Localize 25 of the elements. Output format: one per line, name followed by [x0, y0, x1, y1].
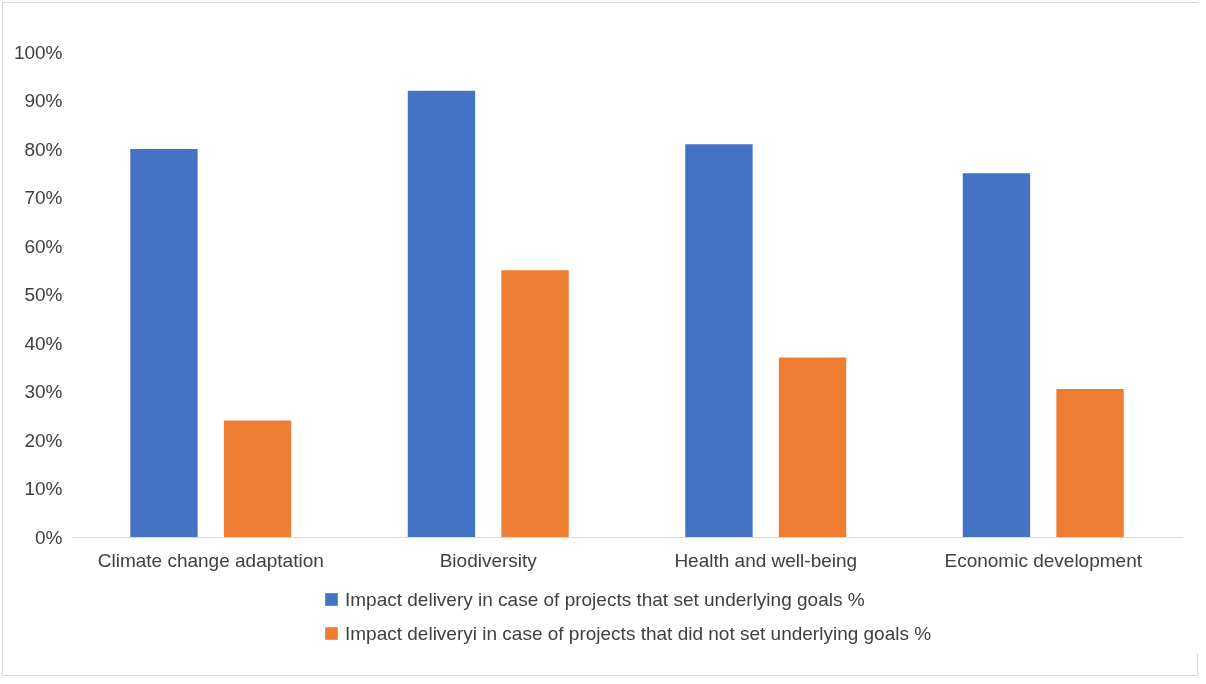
- y-tick-label: 40%: [24, 332, 63, 354]
- y-tick-label: 0%: [35, 526, 63, 548]
- y-tick-label: 60%: [24, 235, 63, 257]
- bar: [962, 173, 1031, 537]
- y-tick-label: 90%: [24, 90, 63, 111]
- x-tick-label: Biodiversity: [439, 549, 538, 571]
- y-tick-label: 100%: [13, 41, 63, 63]
- y-tick-label: 20%: [24, 429, 63, 451]
- y-tick-label: 70%: [24, 187, 63, 208]
- bar: [223, 420, 292, 537]
- bar: [130, 149, 198, 537]
- y-tick-label: 80%: [24, 138, 63, 160]
- y-tick-label: 50%: [24, 284, 63, 305]
- legend-label: Impact delivery in case of projects that set underlying goals %: [345, 588, 865, 610]
- bar: [501, 270, 569, 537]
- x-tick-label: Economic development: [944, 549, 1143, 571]
- legend-label: Impact deliveryi in case of projects that did not set underlying goals %: [345, 622, 932, 644]
- bar: [1056, 389, 1124, 537]
- y-tick-label: 10%: [24, 478, 63, 499]
- x-tick-label: Health and well-being: [674, 549, 858, 571]
- bar: [407, 90, 476, 537]
- bar: [778, 357, 847, 537]
- x-tick-label: Climate change adaptation: [97, 549, 324, 571]
- bar: [685, 144, 753, 537]
- y-tick-label: 30%: [24, 381, 63, 402]
